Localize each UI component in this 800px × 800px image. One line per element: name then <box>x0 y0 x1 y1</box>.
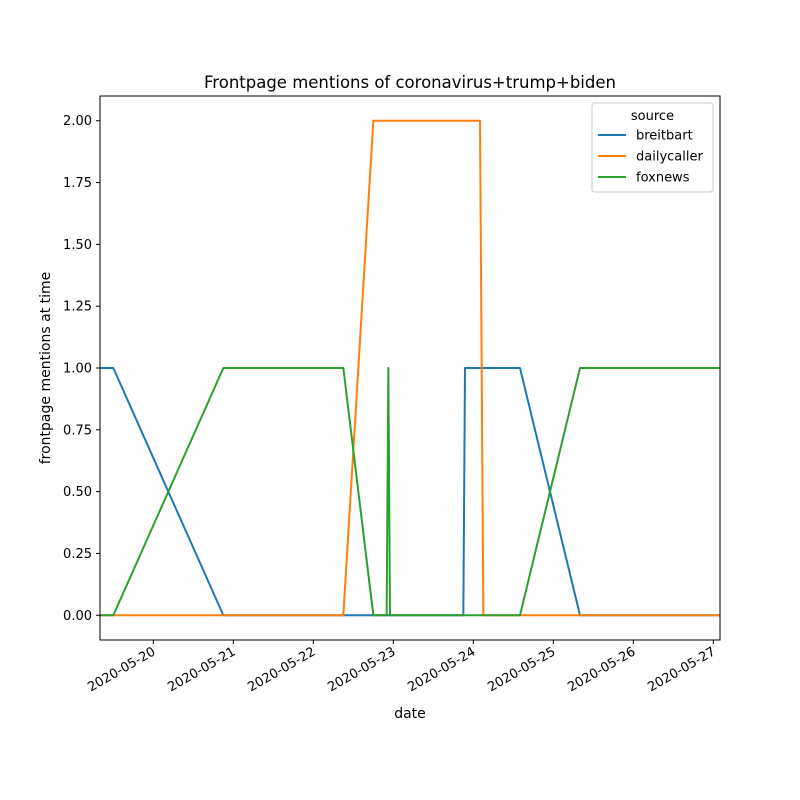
legend: source breitbart dailycaller foxnews <box>591 102 714 193</box>
y-tick-label: 1.50 <box>63 238 92 253</box>
series-line-breitbart <box>100 367 720 617</box>
legend-label-foxnews: foxnews <box>636 171 690 186</box>
series-line-dailycaller <box>100 119 720 617</box>
legend-label-dailycaller: dailycaller <box>636 150 703 165</box>
y-tick-label: 1.75 <box>63 176 92 191</box>
y-tick-label: 0.25 <box>63 547 92 562</box>
series-layer <box>100 119 720 617</box>
legend-title: source <box>631 109 674 124</box>
y-tick-label: 0.75 <box>63 423 92 438</box>
y-axis: 0.00 0.25 0.50 0.75 1.00 1.25 1.50 1.75 2.00 <box>63 114 100 624</box>
y-tick-label: 1.00 <box>63 362 92 377</box>
y-tick-label: 1.25 <box>63 300 92 315</box>
chart-title: Frontpage mentions of coronavirus+trump+… <box>204 73 616 92</box>
y-tick-label: 2.00 <box>63 114 92 129</box>
y-tick-label: 0.50 <box>63 485 92 500</box>
y-tick-label: 0.00 <box>63 609 92 624</box>
series-line-foxnews <box>100 367 720 617</box>
legend-label-breitbart: breitbart <box>636 129 693 144</box>
x-axis-label: date <box>394 706 426 722</box>
legend-box <box>591 102 714 193</box>
y-axis-label: frontpage mentions at time <box>38 272 54 465</box>
